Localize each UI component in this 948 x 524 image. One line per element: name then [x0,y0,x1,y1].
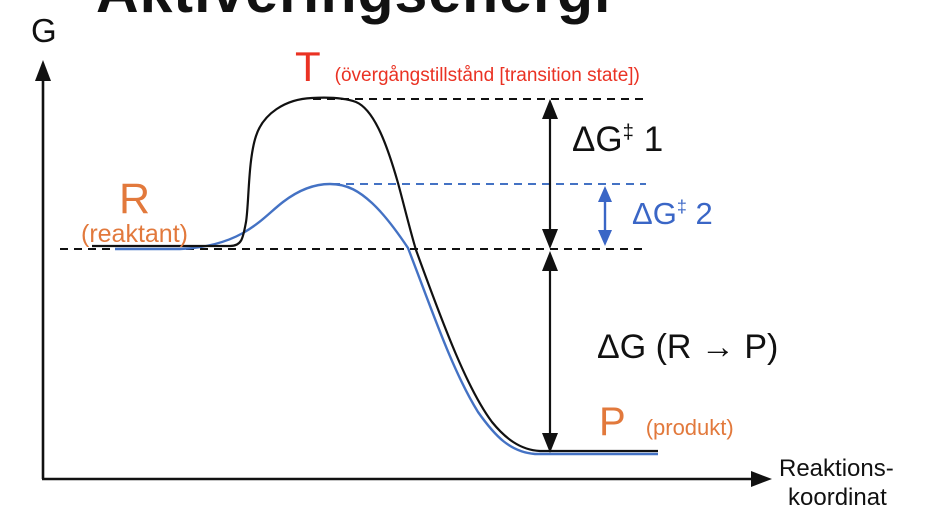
uncatalyzed-energy-curve [92,96,658,453]
page-title: Aktiveringsenergi [96,0,611,26]
dg1-label: ΔG‡ 1 [572,120,663,160]
dg2-sup: ‡ [676,196,687,217]
dg2-arrow [598,186,612,246]
dg1-sup: ‡ [622,121,634,144]
dg2-number: 2 [695,196,713,231]
dg1-prefix: ΔG [572,120,623,159]
x-axis-label-line1: Reaktions- [779,455,894,482]
product-label: P (produkt) [599,402,734,442]
transition-state-label: T (övergångstillstånd [transition state]… [295,46,640,88]
dg-rp-arrowhead-up-icon [542,251,558,271]
dg1-number: 1 [643,120,664,159]
x-axis-arrowhead-icon [751,471,772,487]
dg-rp-label: ΔG (R → P) [597,328,779,366]
dg2-label: ΔG‡ 2 [632,196,713,232]
transition-state-symbol: T [295,43,321,90]
catalyzed-energy-curve [115,182,658,456]
product-symbol: P [599,400,626,444]
dg1-arrow [542,99,558,249]
y-axis [35,60,51,479]
dg1-arrowhead-up-icon [542,99,558,119]
reactant-label: R (reaktant) [62,178,207,249]
x-axis-label: Reaktions- koordinat [779,454,894,512]
dg2-arrowhead-down-icon [598,230,612,246]
dg1-arrowhead-down-icon [542,229,558,249]
product-description: (produkt) [645,415,734,440]
dg-rp-arrow [542,251,558,453]
dg-rp-arrowhead-down-icon [542,433,558,453]
y-axis-arrowhead-icon [35,60,51,81]
transition-state-description: (övergångstillstånd [transition state]) [334,65,640,86]
dg2-prefix: ΔG [632,196,677,231]
reactant-symbol: R [118,175,151,223]
reactant-description: (reaktant) [81,220,188,248]
x-axis-label-line2: koordinat [788,484,887,511]
y-axis-label: G [31,12,57,49]
x-axis [42,471,772,487]
dg2-arrowhead-up-icon [598,186,612,202]
